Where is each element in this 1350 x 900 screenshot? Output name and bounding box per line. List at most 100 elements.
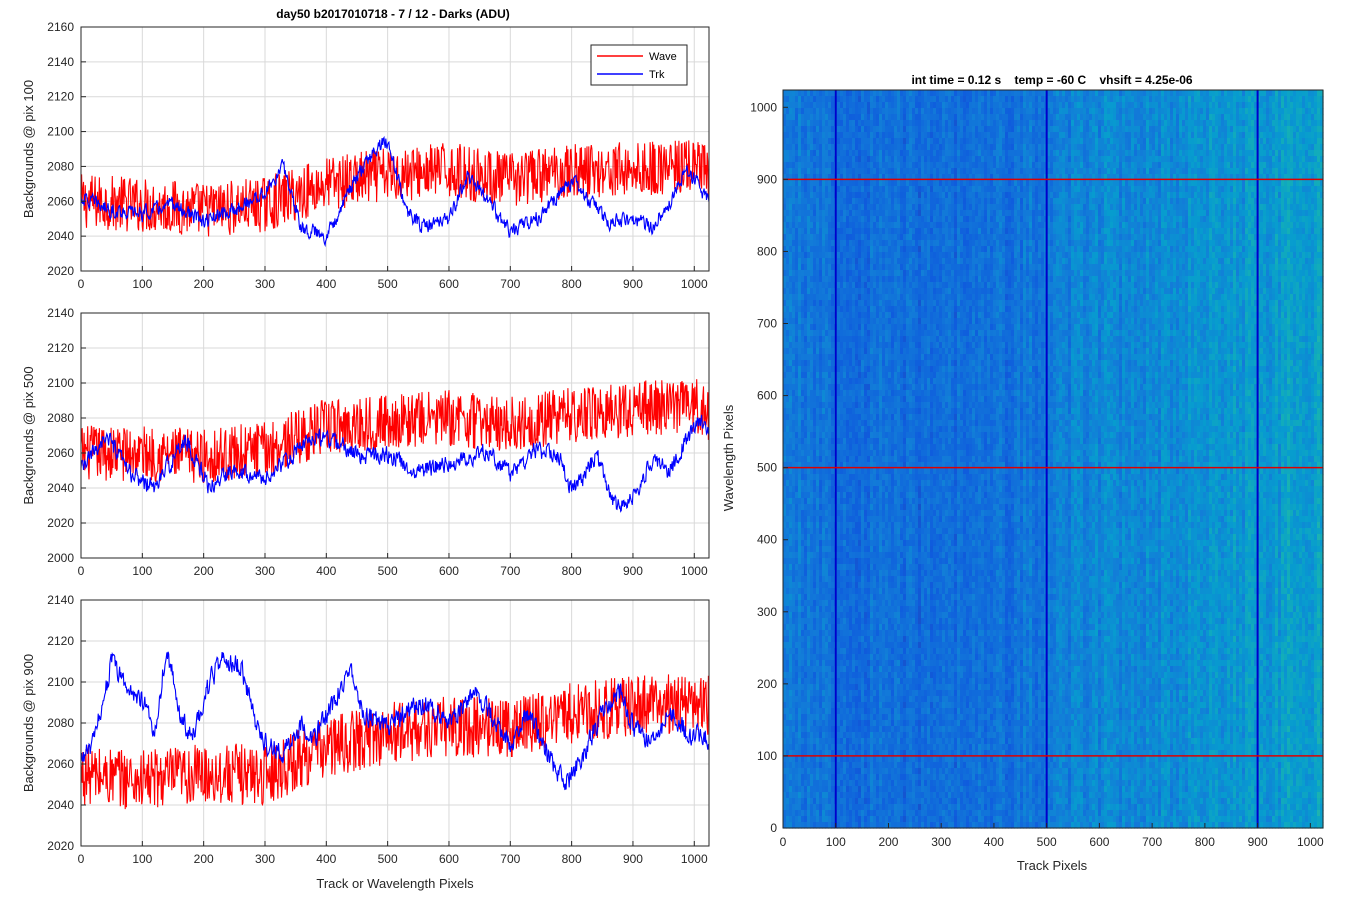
- heatmap-cell: [867, 336, 871, 343]
- heatmap-cell: [798, 126, 802, 133]
- heatmap-cell: [852, 756, 856, 763]
- heatmap-cell: [843, 300, 847, 307]
- heatmap-cell: [807, 798, 811, 805]
- heatmap-cell: [828, 702, 832, 709]
- heatmap-cell: [792, 450, 796, 457]
- heatmap-cell: [804, 132, 808, 139]
- heatmap-cell: [813, 498, 817, 505]
- heatmap-cell: [858, 618, 862, 625]
- heatmap-cell: [849, 366, 853, 373]
- heatmap-cell: [789, 120, 793, 127]
- heatmap-cell: [849, 354, 853, 361]
- heatmap-cell: [786, 804, 790, 811]
- heatmap-cell: [789, 276, 793, 283]
- heatmap-cell: [816, 654, 820, 661]
- heatmap-cell: [828, 588, 832, 595]
- heatmap-cell: [867, 294, 871, 301]
- heatmap-cell: [813, 540, 817, 547]
- heatmap-cell: [804, 522, 808, 529]
- heatmap-cell: [789, 96, 793, 103]
- heatmap-cell: [870, 324, 874, 331]
- heatmap-cell: [792, 666, 796, 673]
- heatmap-cell: [822, 138, 826, 145]
- heatmap-cell: [807, 690, 811, 697]
- heatmap-cell: [795, 390, 799, 397]
- heatmap-cell: [813, 744, 817, 751]
- heatmap-cell: [846, 672, 850, 679]
- heatmap-cell: [792, 396, 796, 403]
- heatmap-cell: [798, 786, 802, 793]
- heatmap-cell: [786, 90, 790, 97]
- heatmap-cell: [840, 294, 844, 301]
- heatmap-cell: [843, 540, 847, 547]
- heatmap-cell: [840, 816, 844, 823]
- heatmap-cell: [861, 642, 865, 649]
- heatmap-cell: [795, 468, 799, 475]
- heatmap-cell: [822, 264, 826, 271]
- heatmap-cell: [807, 270, 811, 277]
- heatmap-cell: [843, 330, 847, 337]
- heatmap-cell: [858, 702, 862, 709]
- heatmap-cell: [858, 588, 862, 595]
- heatmap-cell: [846, 642, 850, 649]
- heatmap-cell: [822, 642, 826, 649]
- heatmap-cell: [840, 720, 844, 727]
- heatmap-cell: [840, 162, 844, 169]
- heatmap-cell: [837, 90, 841, 97]
- heatmap-cell: [825, 516, 829, 523]
- heatmap-cell: [852, 696, 856, 703]
- heatmap-cell: [783, 120, 787, 127]
- heatmap-cell: [825, 612, 829, 619]
- heatmap-cell: [864, 786, 868, 793]
- heatmap-cell: [837, 108, 841, 115]
- y-tick-label: 2100: [47, 125, 74, 139]
- heatmap-cell: [858, 678, 862, 685]
- heatmap-cell: [861, 504, 865, 511]
- heatmap-cell: [831, 330, 835, 337]
- heatmap-cell: [864, 594, 868, 601]
- heatmap-cell: [816, 516, 820, 523]
- heatmap-cell: [837, 132, 841, 139]
- heatmap-cell: [861, 348, 865, 355]
- heatmap-cell: [789, 516, 793, 523]
- heatmap-cell: [873, 510, 877, 517]
- heatmap-cell: [786, 216, 790, 223]
- heatmap-cell: [813, 342, 817, 349]
- heatmap-cell: [870, 600, 874, 607]
- heatmap-cell: [795, 762, 799, 769]
- heatmap-cell: [810, 498, 814, 505]
- heatmap-cell: [849, 774, 853, 781]
- heatmap-cell: [783, 354, 787, 361]
- heatmap-cell: [831, 564, 835, 571]
- heatmap-cell: [792, 252, 796, 259]
- heatmap-cell: [789, 216, 793, 223]
- heatmap-cell: [795, 546, 799, 553]
- heatmap-cell: [873, 552, 877, 559]
- heatmap-cell: [789, 492, 793, 499]
- heatmap-cell: [867, 576, 871, 583]
- heatmap-cell: [870, 552, 874, 559]
- heatmap-cell: [873, 624, 877, 631]
- heatmap-cell: [843, 144, 847, 151]
- heatmap-cell: [792, 462, 796, 469]
- y-tick-label: 2120: [47, 90, 74, 104]
- heatmap-cell: [795, 210, 799, 217]
- heatmap-cell: [825, 126, 829, 133]
- heatmap-cell: [801, 246, 805, 253]
- heatmap-cell: [840, 318, 844, 325]
- heatmap-cell: [789, 294, 793, 301]
- heatmap-cell: [873, 642, 877, 649]
- heatmap-cell: [858, 768, 862, 775]
- heatmap-cell: [828, 558, 832, 565]
- heatmap-cell: [783, 312, 787, 319]
- heatmap-cell: [801, 570, 805, 577]
- heatmap-cell: [795, 90, 799, 97]
- heatmap-cell: [804, 492, 808, 499]
- heatmap-cell: [813, 654, 817, 661]
- heatmap-cell: [846, 558, 850, 565]
- heatmap-cell: [849, 468, 853, 475]
- heatmap-cell: [858, 600, 862, 607]
- heatmap-cell: [864, 660, 868, 667]
- heatmap-cell: [816, 816, 820, 823]
- heatmap-cell: [855, 450, 859, 457]
